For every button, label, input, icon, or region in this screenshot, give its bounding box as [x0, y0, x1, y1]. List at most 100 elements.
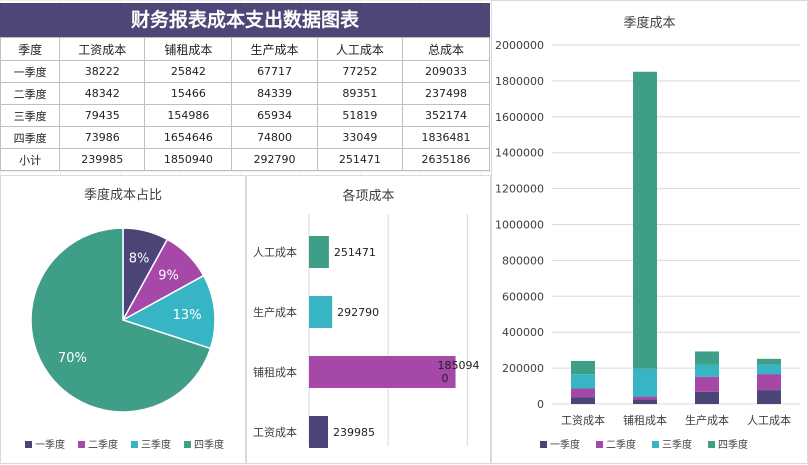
table-cell: 84339 — [231, 82, 318, 105]
table-header-cell: 工资成本 — [59, 37, 146, 61]
hbar-bar — [309, 296, 333, 328]
pie-chart-title: 季度成本占比 — [83, 188, 162, 203]
legend-label: 一季度 — [550, 438, 580, 451]
pie-chart: 8% 9% 13% 70% 一季度 二季度 三季度 四季度 — [25, 227, 224, 451]
stacked-bar-segment — [571, 374, 595, 389]
hbar-data-label: 185094 0 — [438, 359, 480, 385]
hbar-data-label: 239985 — [333, 426, 375, 439]
y-tick-label: 200000 — [502, 362, 544, 375]
stacked-bar-segment — [695, 351, 719, 365]
cost-summary-table: 季度 工资成本 铺租成本 生产成本 人工成本 总成本 一季度 38222 25842 67717… — [0, 37, 491, 171]
table-header-row: 季度 工资成本 铺租成本 生产成本 人工成本 总成本 — [0, 37, 491, 61]
stacked-bar-segment — [633, 396, 657, 400]
pie-data-label: 70% — [58, 351, 87, 366]
stacked-bar-segment — [633, 71, 657, 369]
table-cell: 2635186 — [401, 148, 491, 171]
stacked-bar-segment — [571, 397, 595, 404]
table-row: 四季度 73986 1654646 74800 33049 1836481 — [0, 126, 491, 149]
pie-data-label: 8% — [129, 252, 150, 267]
legend-swatch — [708, 441, 715, 448]
stacked-bar-segment — [757, 374, 781, 391]
hbar-category-label: 工资成本 — [253, 425, 297, 439]
stacked-bar-segment — [757, 390, 781, 404]
pie-slice — [121, 274, 216, 350]
table-cell: 48342 — [59, 82, 146, 105]
legend-label: 二季度 — [606, 438, 636, 451]
table-row: 小计 239985 1850940 292790 251471 2635186 — [0, 148, 491, 171]
y-tick-label: 0 — [537, 398, 544, 411]
table-cell: 33049 — [316, 126, 403, 149]
table-cell: 89351 — [316, 82, 403, 105]
legend-swatch — [131, 441, 138, 448]
legend-swatch — [78, 441, 85, 448]
legend-label: 三季度 — [141, 438, 171, 451]
pie-data-label: 9% — [158, 268, 179, 283]
table-cell: 38222 — [59, 60, 146, 83]
hbar-bar — [309, 416, 328, 448]
y-tick-label: 1000000 — [495, 219, 544, 232]
pie-data-label: 13% — [173, 308, 202, 323]
table-header-cell: 生产成本 — [231, 37, 318, 61]
table-cell: 51819 — [316, 104, 403, 127]
stacked-bar-segment — [633, 399, 657, 404]
y-tick-label: 1600000 — [495, 111, 544, 124]
stacked-chart-title: 季度成本 — [623, 16, 676, 31]
legend-label: 四季度 — [718, 438, 748, 451]
hbar-data-label: 292790 — [337, 306, 379, 319]
table-cell: 292790 — [231, 148, 318, 171]
table-cell: 一季度 — [0, 60, 61, 83]
legend-swatch — [596, 441, 603, 448]
table-cell: 79435 — [59, 104, 146, 127]
report-title: 财务报表成本支出数据图表 — [0, 3, 490, 37]
table-cell: 1850940 — [144, 148, 233, 171]
stacked-bar-segment — [571, 388, 595, 398]
table-body: 一季度 38222 25842 67717 77252 209033 二季度 48342 154… — [0, 60, 491, 171]
stacked-bar-segment — [757, 358, 781, 365]
hbar-chart-title: 各项成本 — [342, 189, 395, 204]
y-tick-label: 600000 — [502, 290, 544, 303]
table-header-cell: 季度 — [0, 37, 61, 61]
table-cell: 三季度 — [0, 104, 61, 127]
y-tick-label: 800000 — [502, 254, 544, 267]
pie-chart-panel[interactable]: 季度成本占比 8% 9% 13% 70% 一季度 二季度 三季度 四季度 — [0, 175, 246, 464]
hbar-bar — [309, 356, 456, 388]
x-tick-label: 工资成本 — [561, 413, 605, 427]
legend-label: 三季度 — [662, 438, 692, 451]
stacked-bar-segment — [757, 364, 781, 375]
table-row: 二季度 48342 15466 84339 89351 237498 — [0, 82, 491, 105]
hbar-chart-panel[interactable]: 各项成本 工资成本 239985 铺租成本 185094 0 生产成本 292790 人工成本… — [246, 175, 491, 464]
y-tick-label: 1400000 — [495, 147, 544, 160]
x-tick-label: 生产成本 — [685, 413, 729, 427]
legend-label: 一季度 — [35, 438, 65, 451]
stacked-bar-segment — [571, 360, 595, 375]
legend-swatch — [540, 441, 547, 448]
table-cell: 67717 — [231, 60, 318, 83]
legend-swatch — [25, 441, 32, 448]
table-cell: 237498 — [401, 82, 491, 105]
x-tick-label: 铺租成本 — [623, 413, 667, 427]
hbar-data-label: 251471 — [334, 246, 376, 259]
stacked-bar-segment — [633, 368, 657, 397]
stacked-chart-panel[interactable]: 季度成本 0 200000 400000 600000 800000 1000000 120… — [491, 0, 808, 464]
y-tick-label: 2000000 — [495, 39, 544, 52]
table-row: 一季度 38222 25842 67717 77252 209033 — [0, 60, 491, 83]
table-cell: 65934 — [231, 104, 318, 127]
table-cell: 74800 — [231, 126, 318, 149]
table-cell: 25842 — [144, 60, 233, 83]
table-cell: 352174 — [401, 104, 491, 127]
legend-label: 二季度 — [88, 438, 118, 451]
table-cell: 251471 — [316, 148, 403, 171]
hbar-category-label: 生产成本 — [253, 305, 297, 319]
table-cell: 209033 — [401, 60, 491, 83]
table-cell: 154986 — [144, 104, 233, 127]
hbar-bar — [309, 236, 329, 268]
x-tick-label: 人工成本 — [747, 413, 791, 427]
table-cell: 239985 — [59, 148, 146, 171]
stacked-bar-segment — [695, 391, 719, 404]
table-cell: 1654646 — [144, 126, 233, 149]
pie-slice — [30, 227, 212, 413]
stacked-bar-segment — [695, 364, 719, 377]
table-cell: 77252 — [316, 60, 403, 83]
stacked-bar-segment — [695, 376, 719, 392]
stacked-column-chart: 0 200000 400000 600000 800000 1000000 1200000 1… — [495, 39, 800, 451]
